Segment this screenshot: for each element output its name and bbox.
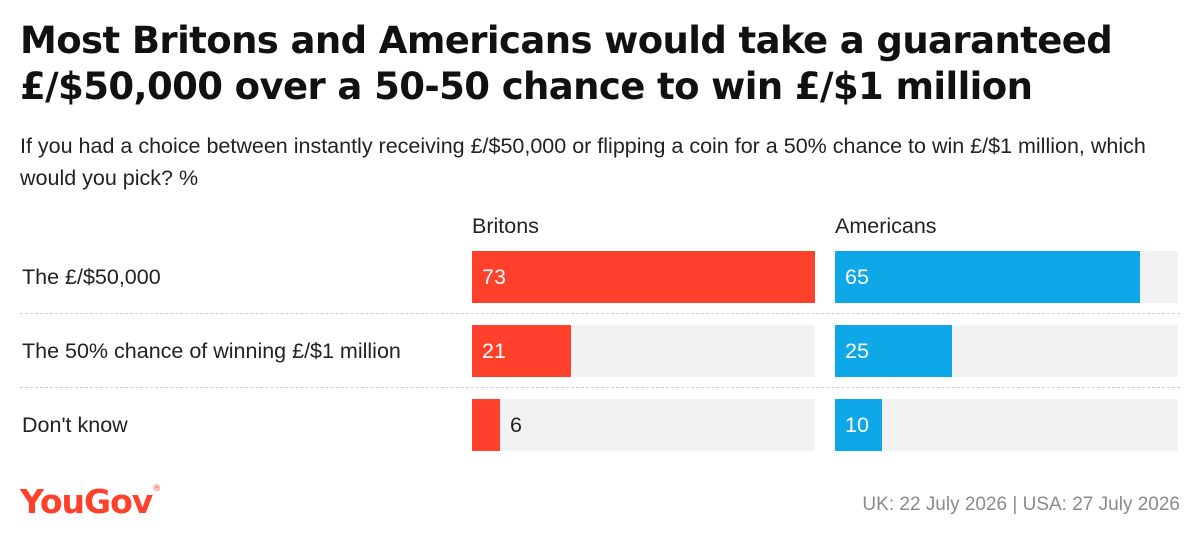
category-label-0: The £/$50,000 (22, 265, 161, 289)
bar-track: 10 (835, 399, 1178, 451)
series-header-1: Americans (835, 214, 937, 238)
logo-mark: ® (152, 484, 162, 494)
logo-text: YouGov (20, 482, 153, 521)
bar-track: 21 (472, 325, 815, 377)
bar-track: 65 (835, 251, 1178, 303)
category-label-2: Don't know (22, 413, 128, 437)
data-label-0-1: 21 (482, 339, 506, 363)
bar-0-1 (472, 325, 571, 377)
yougov-logo: YouGov® (20, 482, 161, 521)
data-label-0-0: 73 (482, 265, 506, 289)
bar-track: 6 (472, 399, 815, 451)
bar-0-2 (472, 399, 500, 451)
bar-0-0 (472, 251, 815, 303)
data-label-1-0: 65 (845, 265, 869, 289)
bar-1-1 (835, 325, 952, 377)
data-label-1-1: 25 (845, 339, 869, 363)
category-label-1: The 50% chance of winning £/$1 million (22, 339, 401, 363)
source-note: UK: 22 July 2026 | USA: 27 July 2026 (862, 494, 1180, 515)
bar-1-2 (835, 399, 882, 451)
bar-track: 25 (835, 325, 1178, 377)
chart-title: Most Britons and Americans would take a … (20, 19, 1113, 108)
data-label-1-2: 10 (845, 413, 869, 437)
data-label-0-2: 6 (510, 413, 522, 437)
bar-1-0 (835, 251, 1140, 303)
row-divider (20, 313, 1180, 314)
bar-track: 73 (472, 251, 815, 303)
chart-subtitle: If you had a choice between instantly re… (20, 134, 1146, 190)
row-divider (20, 387, 1180, 388)
series-header-0: Britons (472, 214, 539, 238)
